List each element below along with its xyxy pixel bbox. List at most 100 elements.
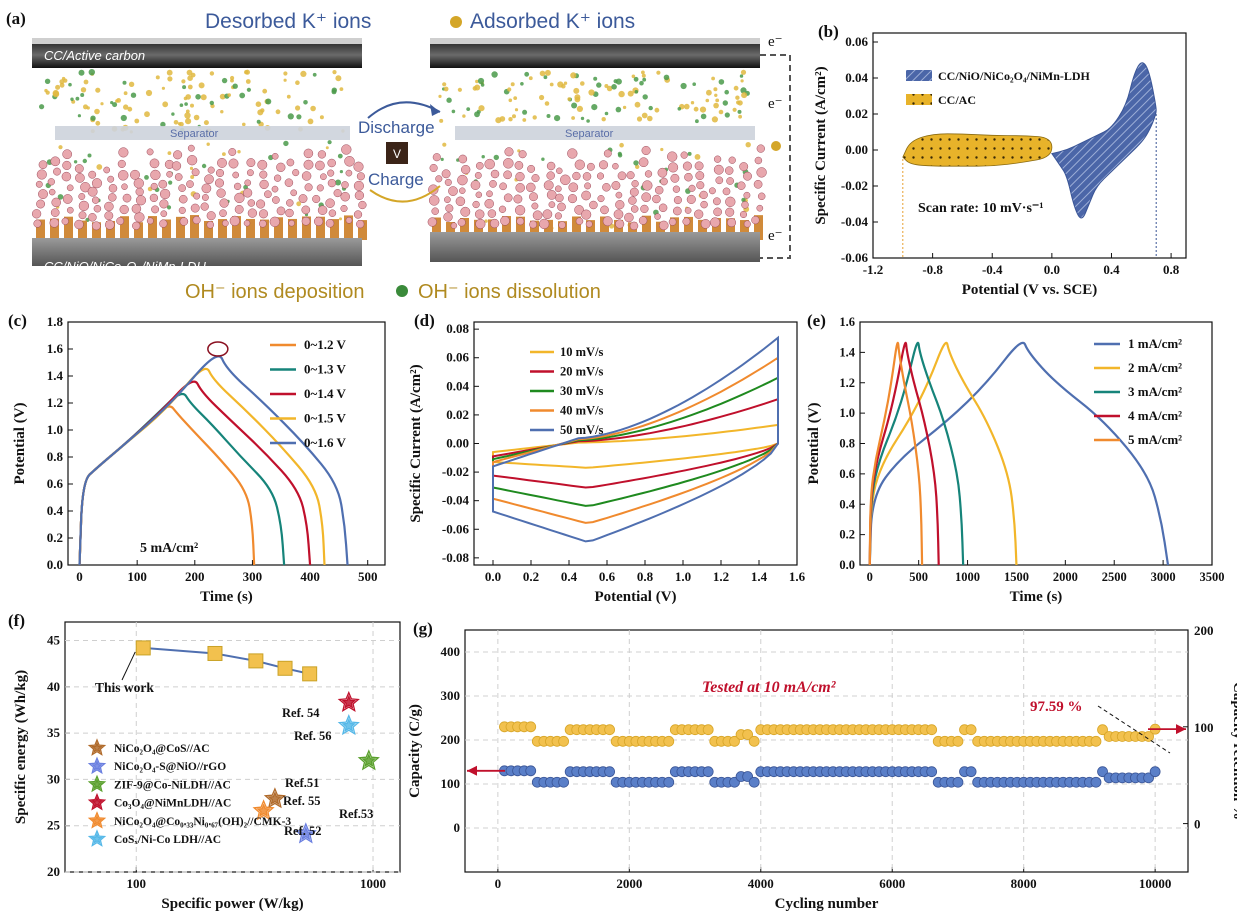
retention-pointer (1097, 705, 1171, 754)
ldh-flake (602, 183, 611, 192)
ldh-flake (739, 210, 748, 219)
ldh-flake (186, 155, 198, 166)
ldh-flake (642, 180, 653, 191)
cc-active-carbon-right (430, 42, 760, 68)
nanosheet-base (358, 220, 367, 240)
nanosheet-base (78, 220, 87, 240)
ion-dot (198, 82, 205, 89)
y-tick-label: 0.4 (47, 503, 64, 518)
ion-dot (642, 77, 647, 82)
y-axis-label: Potential (V) (806, 402, 822, 484)
ion-dot (477, 77, 485, 85)
y-tick-label: -0.02 (442, 464, 469, 479)
ion-dot (634, 90, 639, 94)
ldh-flake (292, 169, 300, 177)
ldh-flake (503, 170, 512, 180)
nanosheet-base (460, 217, 469, 240)
ldh-flake (585, 220, 593, 228)
ldh-flake (487, 209, 497, 218)
ldh-flake (546, 161, 556, 171)
nanosheet-base (330, 219, 339, 240)
ldh-flake (672, 206, 682, 216)
y-tick-label: 30 (47, 771, 60, 786)
ion-dot (740, 79, 744, 83)
nanosheet-base (656, 221, 665, 240)
ldh-flake (708, 187, 716, 195)
ion-dot (39, 104, 45, 110)
x-tick-label: 0.0 (485, 569, 501, 584)
ion-dot (474, 111, 480, 118)
nanosheet-base (754, 215, 763, 240)
ion-dot (75, 96, 80, 101)
ldh-flake (87, 186, 98, 197)
ion-dot (283, 78, 287, 82)
panel-label: (b) (818, 22, 839, 41)
ion-dot (690, 101, 695, 105)
x-tick-label: 500 (909, 570, 928, 584)
ldh-flake (178, 184, 186, 192)
nanosheet-base (474, 219, 483, 240)
legend-label: NiCo₂O₄-S@NiO//rGO (114, 761, 226, 773)
retention-point (604, 724, 615, 736)
ldh-flake (74, 164, 84, 174)
ldh-flake (475, 191, 483, 199)
ion-dot (611, 84, 617, 90)
ldh-flake (546, 190, 557, 200)
nanosheet-base (516, 216, 525, 240)
ldh-flake (206, 221, 215, 229)
ldh-flake (641, 145, 651, 156)
ldh-flake (316, 184, 324, 192)
ion-dot (619, 142, 624, 148)
ldh-flake (613, 209, 624, 220)
ion-dot (179, 103, 184, 107)
ldh-flake (219, 209, 227, 218)
ldh-flake (756, 144, 765, 153)
ion-dot (544, 101, 550, 106)
y-tick-label: -0.08 (442, 550, 470, 565)
ldh-flake (38, 160, 48, 170)
ldh-flake (247, 208, 258, 218)
plot-frame (473, 321, 798, 566)
ldh-flake (710, 217, 721, 228)
ldh-flake (171, 161, 182, 171)
ion-dot (563, 81, 568, 85)
ion-dot (741, 92, 748, 99)
legend-label: NiCo₂O₄@CoS//AC (114, 743, 210, 755)
ldh-flake (317, 205, 328, 215)
ldh-flake (455, 196, 466, 207)
ldh-flake (333, 189, 342, 198)
ion-dot (724, 89, 729, 95)
ion-dot (127, 106, 133, 112)
ion-dot (514, 108, 519, 112)
ion-dot (45, 90, 50, 95)
legend-swatch-ac (906, 94, 932, 105)
ion-dot (120, 114, 127, 122)
ldh-flake (259, 170, 268, 179)
ldh-flake (327, 158, 336, 168)
ldh-flake (461, 164, 471, 175)
ldh-flake (286, 158, 295, 167)
ldh-flake (615, 219, 625, 229)
ldh-flake (429, 163, 438, 173)
ion-dot (325, 146, 329, 150)
ion-dot (733, 85, 739, 91)
ldh-flake (484, 198, 494, 209)
ion-dot (663, 74, 670, 81)
x-tick-label: 100 (127, 876, 147, 891)
x-tick-label: 1000 (955, 570, 980, 584)
ldh-flake (93, 204, 102, 213)
ldh-flake (558, 221, 566, 229)
ldh-flake (490, 169, 500, 179)
ldh-flake (173, 150, 183, 160)
ldh-area (1050, 62, 1157, 219)
nanosheet-base (246, 218, 255, 240)
y-tick-label: 1.8 (47, 314, 64, 329)
ref-label: Ref. 56 (294, 729, 332, 743)
ion-dot (80, 87, 87, 93)
nanosheet-base (600, 216, 609, 240)
ion-dot (94, 108, 100, 115)
ion-dot (195, 94, 201, 100)
x-tick-label: 1.4 (751, 569, 768, 584)
ion-dot (95, 120, 101, 126)
ldh-flake (686, 194, 696, 204)
